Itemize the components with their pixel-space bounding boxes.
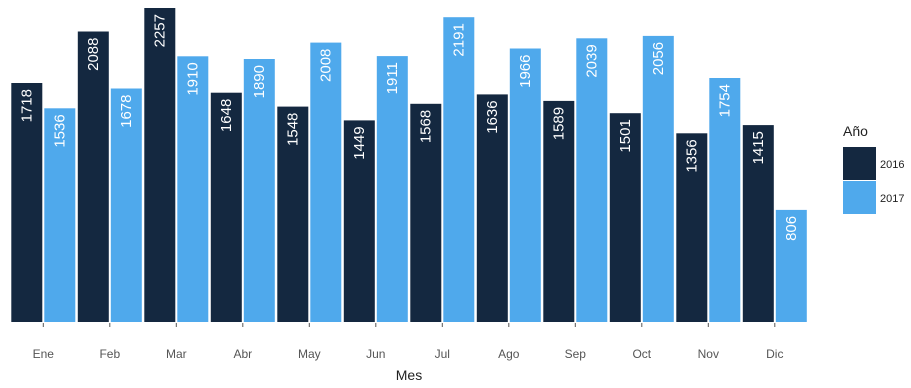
bar-2017-jul <box>443 17 475 322</box>
x-tick-label-abr: Abr <box>233 347 252 361</box>
x-tick-label-dic: Dic <box>766 347 783 361</box>
bar-2016-jun <box>343 120 375 323</box>
bar-value-label-2017-ene: 1536 <box>51 114 68 147</box>
bar-2016-nov <box>676 133 708 322</box>
legend-swatch-2017 <box>843 181 876 214</box>
bar-value-label-2016-oct: 1501 <box>617 119 634 152</box>
bar-value-label-2017-may: 2008 <box>317 49 334 82</box>
bar-2017-dic <box>775 209 807 322</box>
bar-2016-jul <box>410 103 442 322</box>
x-tick-label-may: May <box>298 347 321 361</box>
bar-value-label-2016-jul: 1568 <box>417 110 434 143</box>
bar-value-label-2017-feb: 1678 <box>118 95 135 128</box>
bar-2017-may <box>310 42 342 322</box>
bar-2017-ene <box>44 108 76 322</box>
bar-2017-oct <box>642 35 674 323</box>
legend-label-2017: 2017 <box>880 193 904 205</box>
x-tick-label-jul: Jul <box>435 347 450 361</box>
bars-group <box>11 8 807 323</box>
bar-2017-jun <box>376 56 408 322</box>
bar-value-label-2017-jun: 1911 <box>384 62 401 94</box>
bar-2017-abr <box>243 59 275 322</box>
bar-2016-may <box>277 106 309 322</box>
bar-2016-ene <box>11 83 43 322</box>
bar-value-label-2017-nov: 1754 <box>716 84 733 117</box>
x-axis: Ene Feb Mar Abr May Jun Jul Ago Sep Oct Nov Dic <box>33 323 783 361</box>
legend: Año 2016 2017 <box>843 123 904 214</box>
bar-value-label-2016-jun: 1449 <box>351 126 368 159</box>
bar-value-label-2017-mar: 1910 <box>184 62 201 95</box>
bar-2017-nov <box>709 78 741 322</box>
bar-value-label-2016-feb: 2088 <box>85 38 102 71</box>
legend-swatch-2016 <box>843 147 876 180</box>
bar-value-label-2016-dic: 1415 <box>750 131 767 164</box>
bar-value-label-2016-ene: 1718 <box>18 89 35 122</box>
bar-2016-dic <box>742 125 774 322</box>
legend-title: Año <box>843 123 868 139</box>
x-tick-label-jun: Jun <box>366 347 385 361</box>
bar-value-label-2016-nov: 1356 <box>683 139 700 172</box>
bar-2016-ago <box>476 94 508 323</box>
bar-value-label-2017-abr: 1890 <box>251 65 268 98</box>
x-tick-label-mar: Mar <box>166 347 187 361</box>
bar-2017-mar <box>177 56 209 323</box>
bar-value-label-2017-ago: 1966 <box>517 55 534 88</box>
bar-2017-sep <box>576 38 608 323</box>
bar-2016-feb <box>77 31 109 322</box>
bar-2016-abr <box>210 92 242 322</box>
bar-value-label-2016-may: 1548 <box>284 113 301 146</box>
x-tick-label-ago: Ago <box>498 347 520 361</box>
legend-label-2016: 2016 <box>880 159 904 171</box>
bar-value-label-2017-jul: 2191 <box>450 23 467 56</box>
bar-value-label-2016-abr: 1648 <box>218 99 235 132</box>
bar-value-label-2016-mar: 2257 <box>151 14 168 47</box>
x-axis-title: Mes <box>396 367 422 383</box>
bar-labels-group: 1718 1536 2088 1678 2257 1910 1648 1890 1548 2008… <box>18 14 800 241</box>
bar-value-label-2017-dic: 806 <box>783 216 800 241</box>
x-tick-label-sep: Sep <box>565 347 587 361</box>
bar-value-label-2017-sep: 2039 <box>583 44 600 77</box>
bar-value-label-2017-oct: 2056 <box>650 42 667 75</box>
bar-value-label-2016-sep: 1589 <box>550 107 567 140</box>
x-tick-label-ene: Ene <box>33 347 55 361</box>
bar-2016-oct <box>609 113 641 322</box>
x-tick-label-nov: Nov <box>698 347 719 361</box>
bar-2017-feb <box>110 88 142 322</box>
bar-2016-mar <box>144 8 176 322</box>
bar-2016-sep <box>543 100 575 323</box>
x-tick-label-feb: Feb <box>99 347 120 361</box>
bar-value-label-2016-ago: 1636 <box>484 100 501 133</box>
x-tick-label-oct: Oct <box>632 347 651 361</box>
bar-2017-ago <box>509 48 541 322</box>
